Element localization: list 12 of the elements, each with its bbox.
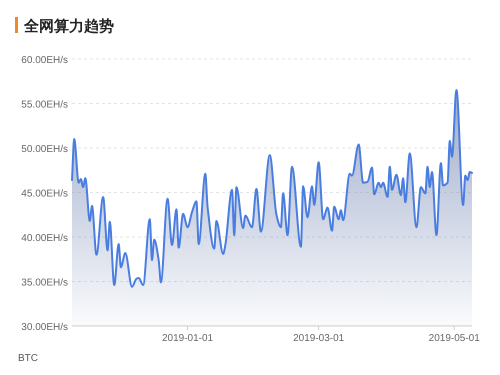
chart-title: 全网算力趋势 (23, 18, 114, 35)
y-tick-label: 60.00EH/s (21, 55, 68, 66)
y-tick-label: 45.00EH/s (21, 188, 68, 200)
y-tick-label: 50.00EH/s (21, 144, 68, 155)
text: BTC (18, 353, 38, 364)
x-tick-label: 2019-05-01 (428, 333, 480, 344)
y-tick-label: 55.00EH/s (21, 100, 68, 110)
x-tick-label: 2019-03-01 (293, 333, 345, 344)
y-tick-label: 35.00EH/s (21, 278, 68, 288)
y-tick-label: 40.00EH/s (21, 233, 68, 244)
y-tick-label: 30.00EH/s (21, 322, 68, 333)
x-tick-label: 2019-01-01 (162, 333, 214, 344)
